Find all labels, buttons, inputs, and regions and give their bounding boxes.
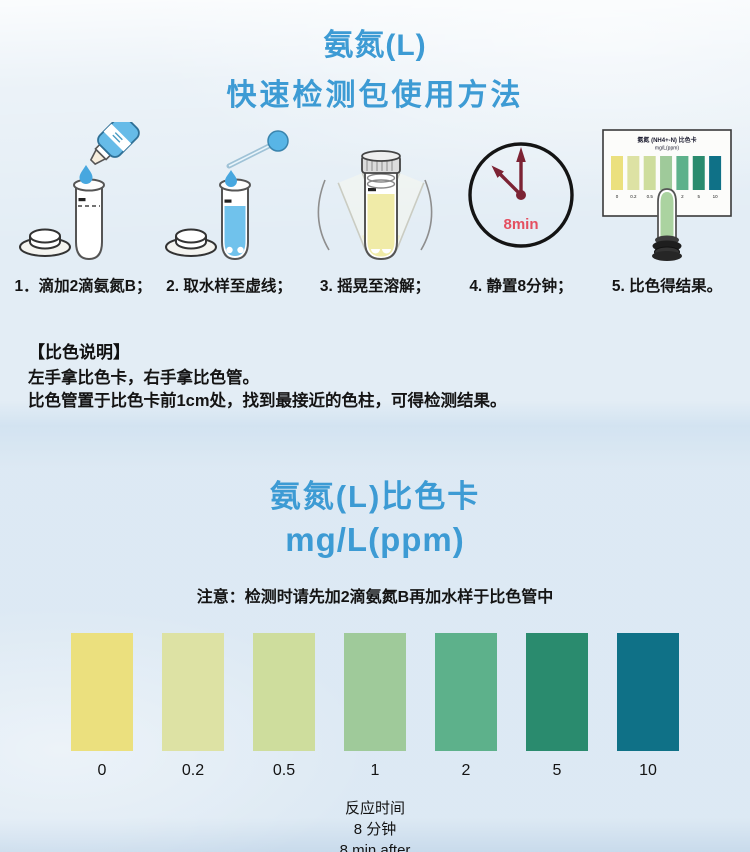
colorimetric-instructions: 【比色说明】 左手拿比色卡，右手拿比色管。 比色管置于比色卡前1cm处，找到最接… <box>28 338 750 413</box>
swatch-value-label: 1 <box>370 761 380 779</box>
step1-dropper-bottle-illustration <box>19 122 140 261</box>
color-swatch <box>435 632 497 751</box>
swatch-column: 1 <box>344 632 406 780</box>
mini-color-swatch <box>611 156 623 190</box>
mini-color-swatch <box>643 156 656 190</box>
mini-color-swatch <box>692 156 705 190</box>
swatch-column: 0.5 <box>253 632 315 780</box>
reagent-bottle-icon <box>89 122 140 166</box>
color-swatch <box>344 632 406 751</box>
mini-card-subtitle: mg/L(ppm) <box>655 146 680 152</box>
mini-card-title: 氨氮 (NH4+-N) 比色卡 <box>637 136 696 144</box>
clock-icon: 8min <box>468 142 574 248</box>
step-2: 2. 取水样至虚线； <box>156 122 302 296</box>
mini-swatch-label: 5 <box>697 194 700 199</box>
mini-swatch-label: 2 <box>681 194 684 199</box>
swatch-value-label: 2 <box>461 761 471 779</box>
tube-cap-icon <box>19 228 71 257</box>
mini-color-swatch <box>627 156 640 190</box>
caution-note: 注意：检测时请先加2滴氨氮B再加水样于比色管中 <box>196 588 554 606</box>
color-card-unit: mg/L(ppm) <box>285 520 465 558</box>
swatch-value-label: 0.5 <box>272 761 296 779</box>
step-1: 1．滴加2滴氨氮B； <box>10 122 156 296</box>
mini-color-swatch <box>709 156 722 190</box>
step2-pipette-illustration <box>165 130 289 261</box>
title-usage: 快速检测包使用方法 <box>226 79 524 112</box>
motion-arc-right-icon <box>420 179 433 251</box>
drop-icon <box>79 165 93 184</box>
tube-cap-icon <box>165 228 217 257</box>
swatch-column: 5 <box>526 632 588 780</box>
instructions-heading: 【比色说明】 <box>28 343 130 362</box>
swatch-value-label: 0 <box>97 761 107 779</box>
swatch-column: 0.2 <box>162 632 224 780</box>
reaction-time-note: 反应时间 8 分钟 8 min.after <box>0 798 750 852</box>
color-card-title: 氨氮(L)比色卡 mg/L(ppm) <box>0 471 750 559</box>
step-2-caption: 2. 取水样至虚线； <box>166 278 292 295</box>
reaction-time-cn: 8 分钟 <box>353 820 397 838</box>
color-swatch <box>526 632 588 751</box>
drop-icon <box>225 170 237 187</box>
clock-8min-label: 8min <box>503 216 538 233</box>
reaction-time-label: 反应时间 <box>344 799 405 817</box>
step-3-caption: 3. 摇晃至溶解； <box>319 278 431 295</box>
step-3: 3. 摇晃至溶解； <box>302 122 448 296</box>
color-card-name: 氨氮(L)比色卡 <box>269 478 481 514</box>
swatch-column: 10 <box>617 632 679 780</box>
color-swatch <box>71 632 133 751</box>
step-1-caption: 1．滴加2滴氨氮B； <box>14 278 152 295</box>
mini-swatch-label: 0 <box>616 194 619 199</box>
swatch-value-label: 10 <box>639 761 657 779</box>
swatch-column: 2 <box>435 632 497 780</box>
step-5-caption: 5. 比色得结果。 <box>611 278 723 295</box>
reaction-time-en: 8 min.after <box>339 841 411 852</box>
color-swatch <box>162 632 224 751</box>
instructions-line-2: 比色管置于比色卡前1cm处，找到最接近的色柱，可得检测结果。 <box>28 391 507 410</box>
mini-swatch-label: 0.2 <box>630 194 637 199</box>
title-product: 氨氮(L) <box>323 29 427 62</box>
test-tube-icon <box>73 178 105 261</box>
swatch-column: 0 <box>71 632 133 780</box>
mini-color-swatch <box>660 156 673 190</box>
mini-color-swatch <box>676 156 689 190</box>
color-swatch <box>617 632 679 751</box>
step-4: 8min 4. 静置8分钟； <box>448 122 594 296</box>
step4-clock-illustration: 8min <box>468 142 574 248</box>
steps-row: 1．滴加2滴氨氮B； <box>0 122 750 296</box>
page-title: 氨氮(L) 快速检测包使用方法 <box>0 0 750 114</box>
color-scale: 0 0.2 0.5 1 2 5 10 <box>0 632 750 780</box>
capped-tube-icon <box>361 150 401 261</box>
instructions-line-1: 左手拿比色卡，右手拿比色管。 <box>28 369 259 387</box>
swatch-value-label: 5 <box>552 761 562 779</box>
test-tube-with-water-icon <box>219 178 251 261</box>
step-4-caption: 4. 静置8分钟； <box>469 278 573 295</box>
swatch-value-label: 0.2 <box>181 761 205 779</box>
result-tube-icon <box>652 188 682 261</box>
motion-arc-left-icon <box>317 179 330 251</box>
mini-swatch-label: 10 <box>713 194 719 199</box>
color-swatch <box>253 632 315 751</box>
pipette-icon <box>226 130 289 169</box>
mini-swatch-label: 0.5 <box>647 194 654 199</box>
step3-shake-illustration <box>317 150 433 261</box>
